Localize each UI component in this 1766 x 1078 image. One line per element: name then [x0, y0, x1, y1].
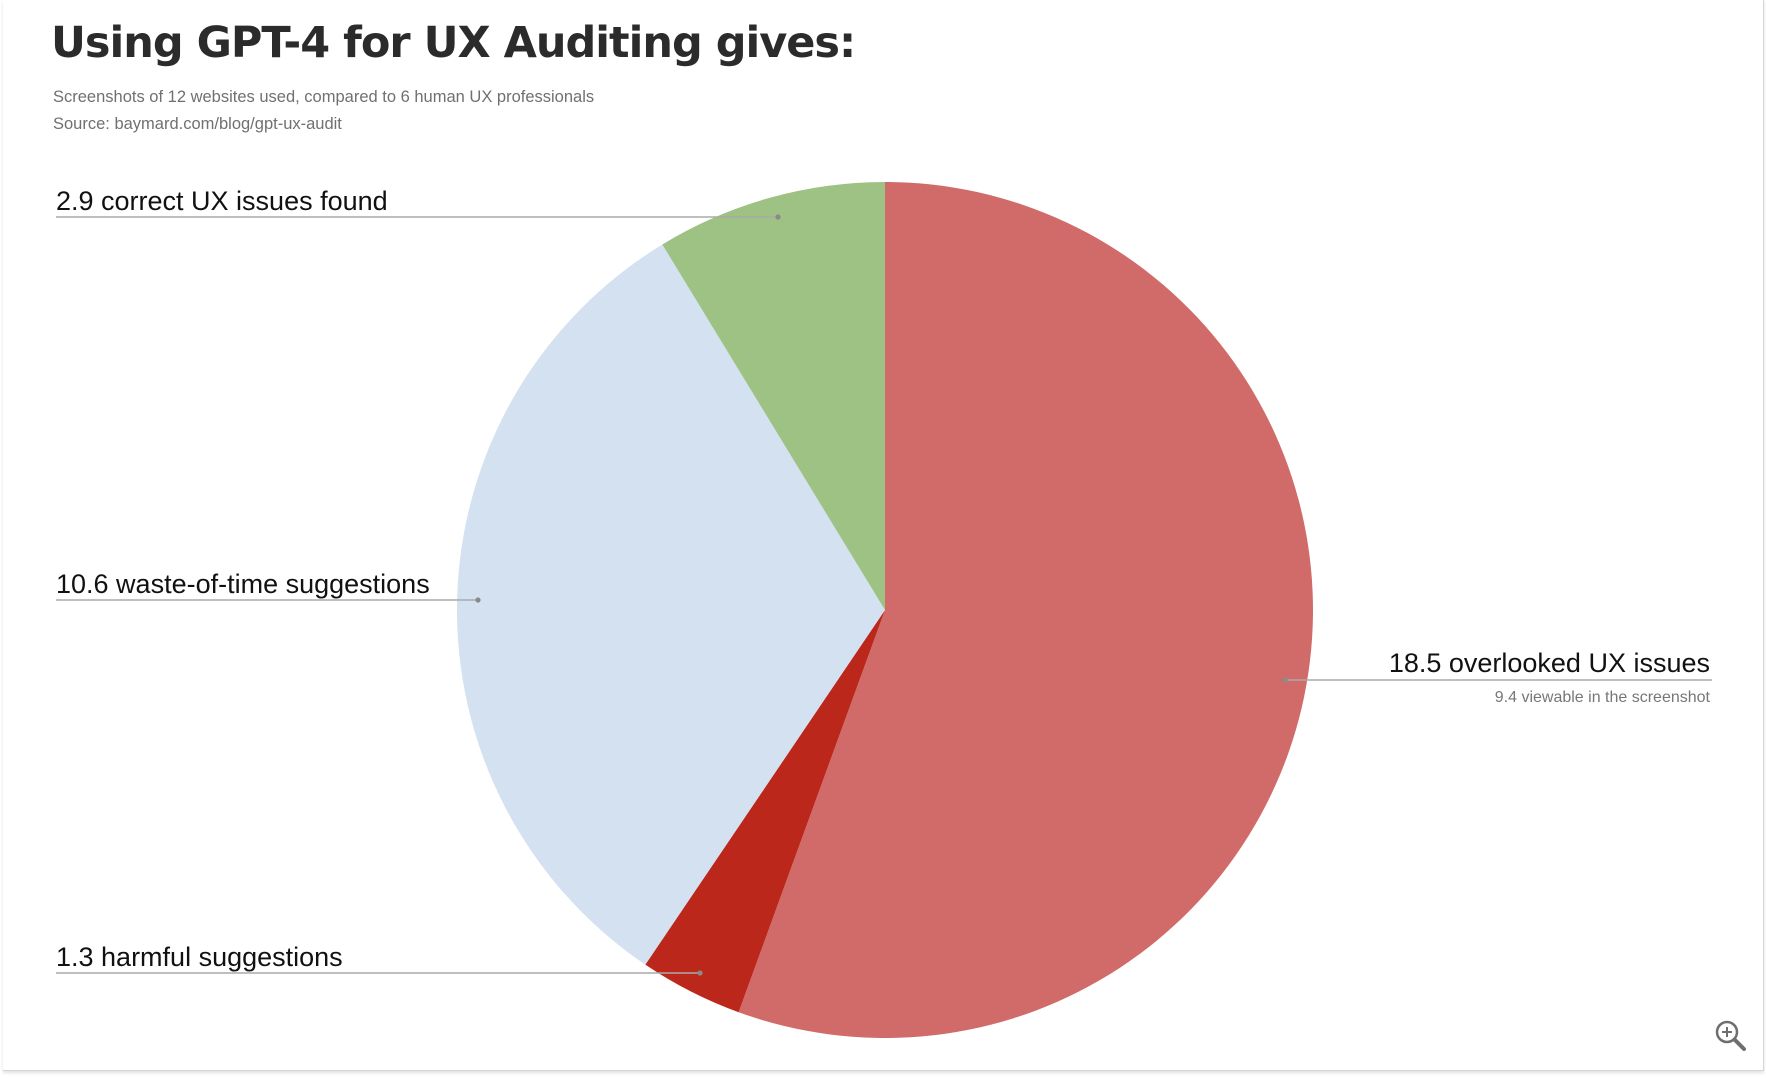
pie-slices	[457, 182, 1313, 1039]
chart-title: Using GPT-4 for UX Auditing gives:	[51, 18, 856, 68]
slice-label-overlooked: 18.5 overlooked UX issues	[1389, 648, 1710, 678]
slice-label-harmful: 1.3 harmful suggestions	[56, 942, 343, 972]
slice-label-waste: 10.6 waste-of-time suggestions	[56, 569, 430, 599]
pie-slice-overlooked	[738, 182, 1313, 1039]
leader-dot-harmful	[697, 970, 703, 976]
magnifier-plus-icon	[1715, 1020, 1746, 1051]
pie-slice-correct	[662, 182, 885, 610]
leader-dot-correct	[775, 214, 781, 220]
slice-label-correct: 2.9 correct UX issues found	[56, 186, 388, 216]
leader-dot-waste	[475, 597, 481, 603]
slice-labels: 18.5 overlooked UX issues 9.4 viewable in…	[56, 186, 1711, 972]
zoom-in-icon[interactable]	[1713, 1018, 1749, 1054]
slice-sublabel-overlooked: 9.4 viewable in the screenshot	[1495, 689, 1711, 706]
chart-subtitle: Screenshots of 12 websites used, compare…	[53, 88, 595, 106]
pie-slice-harmful	[645, 610, 885, 1013]
leader-lines	[56, 214, 1712, 976]
chart-source: Source: baymard.com/blog/gpt-ux-audit	[53, 115, 342, 133]
pie-slice-waste	[457, 244, 885, 965]
leader-dot-overlooked	[1282, 677, 1288, 683]
